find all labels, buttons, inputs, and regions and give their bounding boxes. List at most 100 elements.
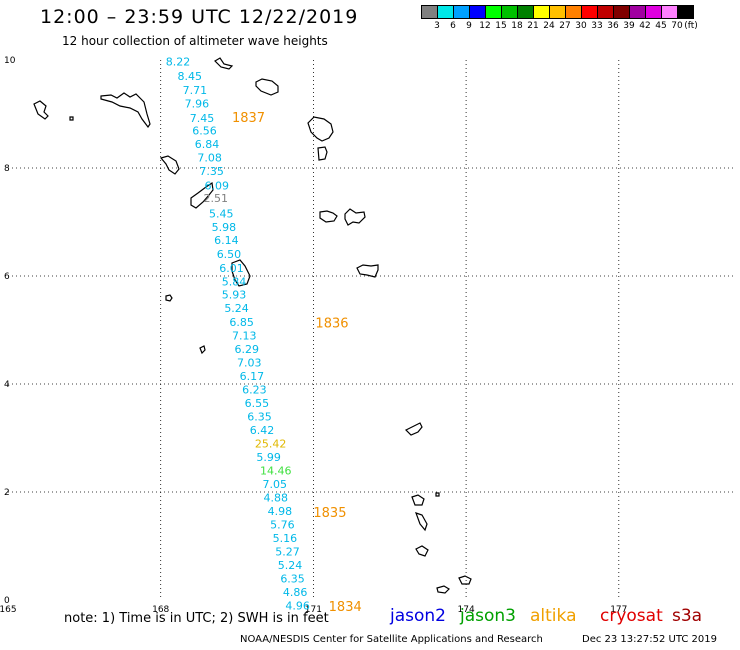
- map-grid: [8, 60, 735, 600]
- wave-height-value: 5.45: [209, 208, 234, 221]
- legend-label: 9: [466, 21, 472, 31]
- wave-height-value: 7.13: [232, 330, 257, 343]
- wave-height-value: 7.05: [263, 478, 288, 491]
- page-title: 12:00 – 23:59 UTC 12/22/2019: [40, 6, 359, 28]
- footer-credit: NOAA/NESDIS Center for Satellite Applica…: [240, 634, 543, 645]
- pass-time-label: 1835: [313, 506, 346, 521]
- wave-height-value: 5.24: [224, 302, 249, 315]
- island: [458, 575, 472, 585]
- footer-date: Dec 23 13:27:52 UTC 2019: [582, 634, 717, 645]
- wave-height-value: 6.01: [219, 262, 244, 275]
- footer-note: note: 1) Time is in UTC; 2) SWH is in fe…: [64, 611, 329, 626]
- island: [199, 345, 206, 355]
- satellite-cryosat: cryosat: [600, 606, 663, 626]
- wave-height-value: 5.99: [256, 451, 281, 464]
- wave-height-value: 6.56: [192, 125, 217, 138]
- island: [356, 264, 379, 278]
- satellite-s3a: s3a: [672, 606, 703, 626]
- wave-height-value: 8.22: [166, 55, 191, 68]
- wave-height-value: 5.27: [275, 546, 300, 559]
- legend-label: 42: [639, 21, 651, 31]
- legend-label: 30: [575, 21, 587, 31]
- y-tick-label: 8: [4, 164, 10, 174]
- wave-height-value: 4.98: [268, 505, 293, 518]
- wave-height-value: 4.96: [285, 600, 310, 613]
- legend-label: 27: [559, 21, 571, 31]
- island: [344, 208, 366, 226]
- y-tick-label: 0: [4, 596, 10, 606]
- legend-label: (ft): [684, 21, 698, 31]
- wave-height-value: 6.29: [235, 343, 260, 356]
- wave-height-value: 6.17: [240, 370, 265, 383]
- wave-height-value: 7.03: [237, 357, 261, 370]
- legend-label: 3: [434, 21, 440, 31]
- island: [307, 116, 334, 142]
- y-tick-label: 10: [4, 56, 16, 66]
- legend-label: 21: [527, 21, 539, 31]
- wave-height-value: 5.93: [222, 289, 247, 302]
- y-tick-label: 2: [4, 488, 10, 498]
- wave-height-value: 8.45: [177, 70, 202, 83]
- wave-height-value: 7.71: [183, 84, 208, 97]
- wave-height-value: 6.55: [245, 397, 270, 410]
- island: [436, 585, 450, 594]
- legend-label: 70: [671, 21, 683, 31]
- y-tick-label: 6: [4, 272, 10, 282]
- island: [69, 116, 74, 121]
- satellite-jason3: jason3: [460, 606, 516, 626]
- wave-height-value: 6.50: [217, 248, 242, 261]
- island: [404, 422, 423, 436]
- wave-height-value: 5.16: [273, 532, 298, 545]
- satellite-altika: altika: [530, 606, 577, 626]
- time-labels-layer: 1837 1836 1835 1834: [232, 111, 362, 615]
- island: [317, 146, 328, 161]
- island: [231, 259, 251, 287]
- x-tick-label: 174: [458, 605, 475, 615]
- wave-height-value: 6.42: [250, 424, 275, 437]
- pass-time-label: 1834: [329, 600, 362, 615]
- island: [100, 92, 151, 129]
- legend-label: 36: [607, 21, 619, 31]
- island: [165, 294, 173, 302]
- wave-height-value: 6.23: [242, 384, 267, 397]
- island: [415, 512, 428, 532]
- wave-height-value: 5.76: [270, 519, 295, 532]
- island: [255, 78, 279, 96]
- satellite-jason2: jason2: [390, 606, 446, 626]
- wave-height-value: 6.14: [214, 234, 239, 247]
- island: [411, 494, 425, 506]
- legend-label: 33: [591, 21, 603, 31]
- coastlines: [33, 57, 472, 594]
- legend-label: 6: [450, 21, 456, 31]
- wave-height-value: 6.09: [204, 180, 229, 193]
- wave-height-value: 7.35: [199, 165, 224, 178]
- wave-height-value: 5.84: [222, 276, 247, 289]
- legend-swatches: [421, 5, 740, 19]
- legend-label: 45: [655, 21, 667, 31]
- wave-height-value: 6.35: [280, 573, 305, 586]
- wave-height-value: 6.84: [195, 138, 220, 151]
- wave-height-value: 5.24: [278, 559, 303, 572]
- legend-label: 12: [479, 21, 491, 31]
- pass-time-label: 1837: [232, 111, 265, 126]
- wave-height-value: 4.86: [283, 586, 308, 599]
- legend-labels: 3 6 9 12 15 18 21 24 27 30 33 36 39 42 45 70 (ft): [421, 19, 740, 31]
- x-tick-label: 177: [610, 605, 627, 615]
- wave-height-value: 6.85: [229, 316, 254, 329]
- wave-height-value: 6.35: [247, 411, 271, 424]
- y-tick-label: 4: [4, 380, 10, 390]
- x-tick-label: 171: [305, 605, 322, 615]
- island: [159, 155, 180, 175]
- island: [33, 100, 49, 120]
- legend-label: 18: [511, 21, 523, 31]
- wave-height-value: 7.08: [197, 152, 222, 165]
- legend-label: 15: [495, 21, 507, 31]
- pass-time-label: 1836: [315, 316, 348, 331]
- wave-height-value: 14.46: [260, 465, 292, 478]
- legend-label: 24: [543, 21, 555, 31]
- legend-label: 39: [623, 21, 635, 31]
- x-tick-label: 165: [0, 605, 17, 615]
- color-legend: 3 6 9 12 15 18 21 24 27 30 33 36 39 42 45 70 (ft): [421, 5, 740, 31]
- wave-height-value: 7.96: [185, 98, 210, 111]
- x-tick-label: 168: [152, 605, 169, 615]
